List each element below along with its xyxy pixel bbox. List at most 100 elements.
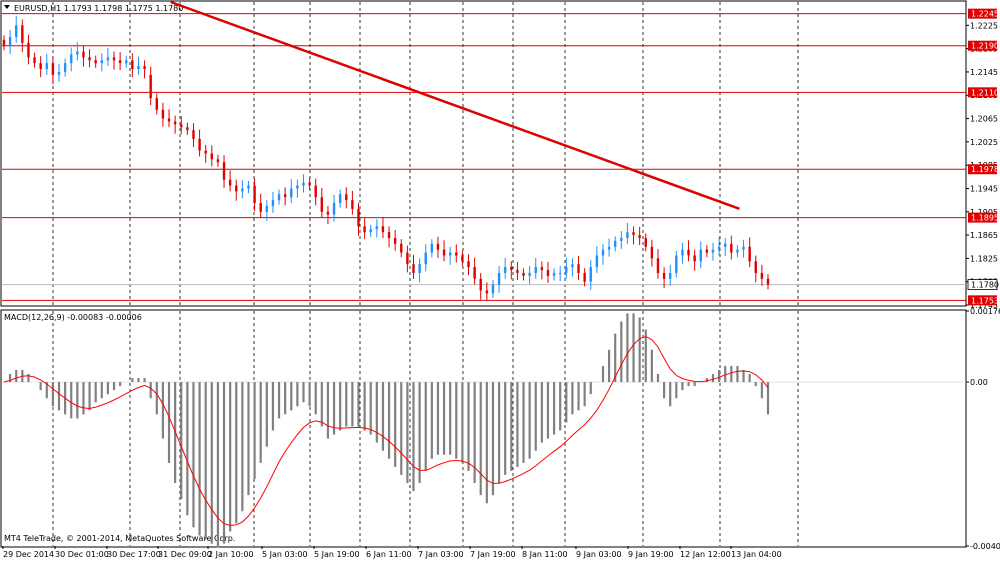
- candle-body: [504, 267, 506, 273]
- candle-body: [425, 253, 427, 265]
- candle-body: [76, 52, 78, 55]
- candle-body: [278, 194, 280, 200]
- price-header: EURUSD,H1 1.1793 1.1798 1.1775 1.1780: [4, 4, 183, 13]
- candle-body: [583, 273, 585, 282]
- candle-body: [467, 261, 469, 267]
- candle-body: [260, 203, 262, 212]
- time-axis: 29 Dec 2014 30 Dec 01:0030 Dec 17:0031 De…: [3, 546, 782, 559]
- candle-body: [388, 232, 390, 238]
- candle-body: [553, 273, 555, 276]
- candle-body: [149, 75, 151, 98]
- candle-body: [626, 232, 628, 238]
- macd-panel: [1, 310, 966, 547]
- candle-body: [198, 139, 200, 151]
- candle-body: [174, 121, 176, 124]
- candle-body: [229, 180, 231, 186]
- candle-body: [675, 255, 677, 272]
- candle-body: [345, 194, 347, 200]
- candle-body: [620, 238, 622, 241]
- candle-body: [742, 247, 744, 250]
- candle-body: [700, 250, 702, 262]
- candle-body: [461, 255, 463, 261]
- candle-body: [46, 63, 48, 69]
- candle-body: [204, 151, 206, 154]
- x-tick-label: 6 Jan 11:00: [366, 550, 412, 559]
- candle-body: [266, 206, 268, 212]
- candle-body: [498, 273, 500, 285]
- level-label: 1.2190: [971, 42, 999, 51]
- candle-body: [15, 25, 17, 37]
- candle-body: [52, 63, 54, 75]
- candle-body: [247, 186, 249, 189]
- candle-body: [223, 162, 225, 179]
- candle-body: [315, 186, 317, 198]
- y-tick-label: 1.2145: [970, 68, 998, 77]
- candle-body: [119, 60, 121, 63]
- candle-body: [602, 250, 604, 256]
- x-tick-label: 2 Jan 10:00: [208, 550, 254, 559]
- candle-body: [88, 57, 90, 60]
- candle-body: [761, 273, 763, 279]
- level-label: 1.2110: [971, 88, 999, 97]
- candle-body: [376, 226, 378, 229]
- candle-body: [681, 250, 683, 256]
- x-tick-label: 9 Jan 19:00: [628, 550, 674, 559]
- candle-body: [58, 72, 60, 75]
- candle-body: [9, 37, 11, 46]
- candle-body: [241, 188, 243, 191]
- candle-body: [327, 212, 329, 215]
- candle-body: [394, 238, 396, 244]
- candle-body: [535, 267, 537, 273]
- candle-body: [211, 154, 213, 160]
- current-price-label: 1.1780: [971, 281, 999, 290]
- candle-body: [180, 124, 182, 127]
- candle-body: [590, 267, 592, 282]
- x-tick-label: 8 Jan 11:00: [522, 550, 568, 559]
- candle-body: [473, 267, 475, 279]
- candle-body: [736, 250, 738, 253]
- candle-body: [412, 264, 414, 273]
- candle-body: [577, 264, 579, 273]
- level-label: 1.1895: [971, 214, 999, 223]
- candle-body: [272, 200, 274, 206]
- candle-body: [418, 264, 420, 273]
- macd-y-tick-label: 0.00176: [970, 307, 1000, 316]
- y-tick-label: 1.1825: [970, 254, 998, 263]
- candle-body: [614, 241, 616, 247]
- candle-body: [284, 194, 286, 197]
- candle-body: [137, 66, 139, 69]
- x-tick-label: 31 Dec 09:00: [158, 550, 212, 559]
- candle-body: [156, 98, 158, 110]
- candle-body: [608, 247, 610, 250]
- candle-body: [724, 244, 726, 247]
- candle-body: [486, 290, 488, 293]
- candle-body: [669, 273, 671, 279]
- candle-body: [70, 54, 72, 63]
- candle-body: [186, 127, 188, 130]
- candle-body: [382, 226, 384, 232]
- candle-body: [21, 25, 23, 42]
- candle-body: [767, 279, 769, 285]
- candle-body: [748, 247, 750, 262]
- candle-body: [302, 183, 304, 186]
- candle-body: [730, 244, 732, 253]
- candle-body: [113, 57, 115, 60]
- x-tick-label: 5 Jan 03:00: [262, 550, 308, 559]
- candle-body: [406, 253, 408, 265]
- candle-body: [235, 186, 237, 192]
- candle-body: [706, 250, 708, 253]
- candle-body: [39, 63, 41, 69]
- candle-body: [638, 235, 640, 238]
- candle-body: [321, 197, 323, 212]
- level-label: 1.1753: [971, 296, 999, 305]
- x-tick-label: 9 Jan 03:00: [576, 550, 622, 559]
- macd-y-tick-label: 0.00: [970, 378, 988, 387]
- candle-body: [351, 200, 353, 209]
- candle-body: [296, 186, 298, 189]
- candle-body: [125, 60, 127, 63]
- candle-body: [712, 250, 714, 253]
- candle-body: [431, 244, 433, 253]
- y-tick-label: 1.2225: [970, 21, 998, 30]
- candle-body: [217, 159, 219, 162]
